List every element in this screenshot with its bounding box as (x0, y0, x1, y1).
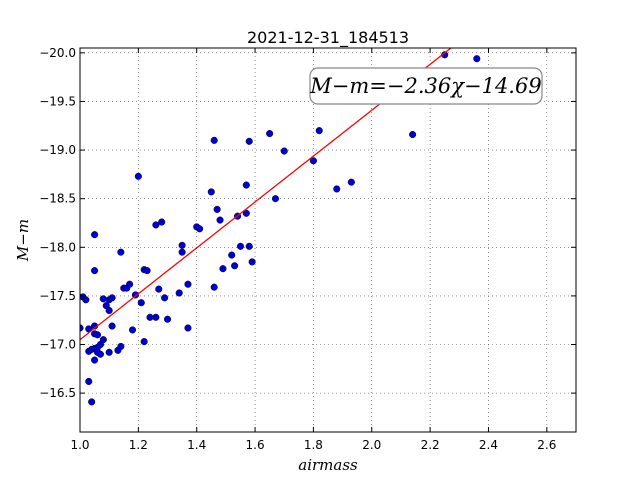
data-point (213, 205, 221, 213)
y-tick-label: −20.0 (39, 46, 76, 60)
data-point (143, 267, 151, 275)
data-point (99, 295, 107, 303)
fit-line (80, 48, 452, 341)
y-axis-label: M−m (14, 219, 32, 262)
data-point (108, 294, 116, 302)
data-point (266, 129, 274, 138)
data-point (184, 324, 192, 332)
axis-ticks (79, 48, 576, 432)
data-point (196, 225, 204, 233)
data-point (91, 356, 99, 364)
data-point (152, 221, 160, 229)
data-point (128, 326, 137, 334)
data-point (140, 338, 148, 346)
data-point (242, 209, 250, 217)
x-tick-label: 1.8 (304, 438, 323, 452)
data-point (108, 322, 116, 330)
data-point (245, 242, 253, 250)
data-point (228, 251, 236, 259)
data-point (91, 231, 99, 239)
data-point (271, 195, 280, 203)
data-point (219, 265, 227, 273)
data-point (91, 267, 99, 275)
data-point (231, 262, 239, 270)
x-tick-label: 1.0 (70, 438, 89, 452)
data-point (88, 398, 96, 406)
x-axis-label: airmass (298, 456, 358, 474)
data-point (105, 348, 113, 356)
data-point (134, 172, 142, 180)
data-point (163, 315, 172, 323)
data-point (99, 336, 107, 344)
annotation-frame (309, 67, 543, 105)
data-points (80, 51, 516, 406)
data-point (117, 248, 125, 256)
x-tick-label: 2.0 (362, 438, 381, 452)
data-point (105, 306, 113, 315)
data-point (161, 294, 169, 302)
chart-title: 2021-12-31_184513 (247, 28, 409, 48)
data-point (409, 130, 417, 139)
x-tick-label: 1.2 (129, 438, 148, 452)
data-point (178, 241, 186, 249)
x-tick-label: 2.6 (537, 438, 556, 452)
data-point (178, 248, 186, 256)
data-point (158, 218, 166, 226)
data-point (210, 136, 218, 144)
grid (79, 48, 576, 432)
data-point (216, 216, 224, 224)
data-point (210, 283, 218, 291)
data-point (126, 280, 134, 288)
data-point (137, 299, 145, 307)
y-tick-label: −16.5 (39, 386, 76, 400)
y-tick-label: −17.0 (39, 338, 76, 352)
plot-frame (79, 47, 577, 433)
fit-equation: M−m=−2.36χ−14.69 (309, 74, 541, 98)
data-point (347, 178, 355, 186)
y-tick-label: −19.5 (39, 94, 76, 108)
annotation-box: M−m=−2.36χ−14.69 (309, 67, 543, 105)
x-tick-labels: 1.0 1.2 1.4 1.6 1.8 2.0 2.2 2.4 2.6 (70, 438, 556, 452)
data-point (309, 157, 317, 165)
data-point (333, 185, 341, 193)
data-point (236, 242, 245, 250)
data-point (245, 137, 253, 145)
data-point (117, 342, 125, 351)
data-point (315, 127, 323, 135)
data-point (82, 296, 90, 304)
x-tick-label: 1.4 (187, 438, 206, 452)
data-point (93, 331, 102, 339)
x-tick-label: 2.4 (479, 438, 498, 452)
fit-line-group (80, 48, 452, 341)
y-tick-labels: −16.5 −17.0 −17.5 −18.0 −18.5 −19.0 −19.5 −20.0 (39, 46, 76, 400)
data-point (184, 280, 192, 288)
y-tick-label: −18.5 (39, 192, 76, 206)
data-point (152, 313, 160, 321)
y-tick-label: −19.0 (39, 143, 76, 157)
data-point (80, 324, 84, 332)
data-point (207, 188, 215, 196)
data-point (155, 285, 163, 293)
data-point (175, 289, 183, 297)
data-point (242, 181, 250, 189)
x-tick-label: 1.6 (246, 438, 265, 452)
y-tick-label: −17.5 (39, 289, 76, 303)
x-tick-label: 2.2 (421, 438, 440, 452)
y-tick-label: −18.0 (39, 240, 76, 254)
data-point (248, 258, 256, 266)
data-point (473, 55, 481, 63)
data-point (85, 377, 93, 385)
data-point (280, 147, 288, 155)
data-point (96, 350, 104, 358)
